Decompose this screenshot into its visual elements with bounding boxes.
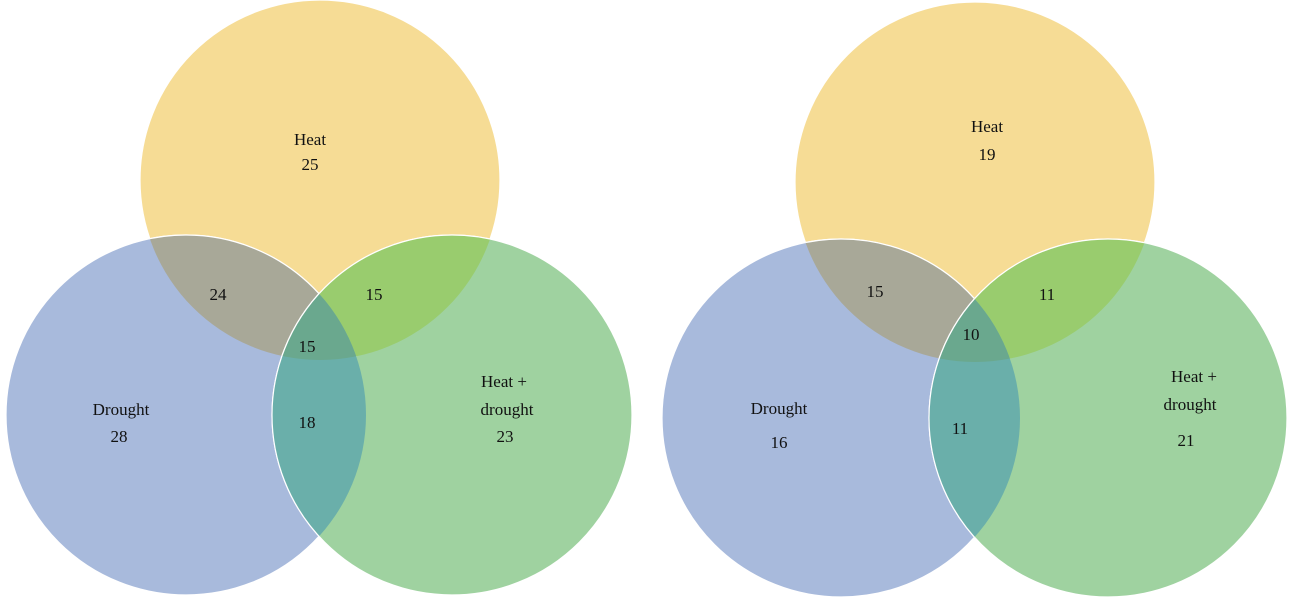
set-label: Drought: [751, 399, 808, 418]
set-label: Heat +: [481, 372, 527, 391]
set-label: Heat +: [1171, 367, 1217, 386]
set-count: 16: [771, 433, 788, 452]
set-label: Heat: [294, 130, 326, 149]
set-label: Drought: [93, 400, 150, 419]
set-count: 28: [111, 427, 128, 446]
overlap-count: 24: [210, 285, 228, 304]
set-label: drought: [481, 400, 534, 419]
set-count: 19: [979, 145, 996, 164]
set-label: drought: [1164, 395, 1217, 414]
overlap-count: 11: [952, 419, 968, 438]
heat-combined-overlap: [271, 234, 500, 360]
venn-left: Heat 25 Drought 28 Heat + drought 23 24 …: [5, 0, 633, 596]
set-count: 25: [302, 155, 319, 174]
set-count: 23: [497, 427, 514, 446]
overlap-count: 15: [366, 285, 383, 304]
overlap-count: 10: [963, 325, 980, 344]
set-count: 21: [1178, 431, 1195, 450]
overlap-count: 15: [299, 337, 316, 356]
heat-drought-overlap: [140, 234, 367, 360]
overlap-count: 18: [299, 413, 316, 432]
heat-drought-overlap: [795, 238, 1021, 362]
overlap-count: 11: [1039, 285, 1055, 304]
heat-combined-overlap: [928, 238, 1155, 362]
overlap-count: 15: [867, 282, 884, 301]
venn-right: Heat 19 Drought 16 Heat + drought 21 15 …: [661, 1, 1288, 598]
set-label: Heat: [971, 117, 1003, 136]
